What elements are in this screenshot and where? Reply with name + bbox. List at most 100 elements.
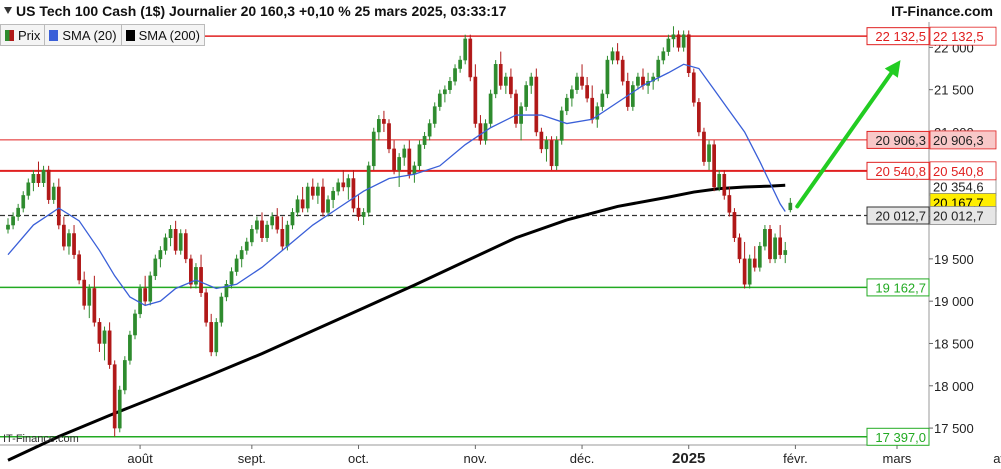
candle	[219, 292, 224, 327]
candle-body	[544, 140, 549, 150]
candle	[239, 246, 244, 268]
level-label: 20 012,7	[875, 209, 926, 224]
title-bar: US Tech 100 Cash (1$) Journalier 20 160,…	[0, 0, 1001, 22]
candle-body	[255, 220, 259, 230]
candle	[671, 26, 676, 48]
candle-body	[239, 250, 244, 260]
candle-body	[503, 76, 508, 86]
candle	[732, 208, 737, 242]
candle-body	[194, 267, 198, 285]
candle	[544, 136, 549, 162]
candle-body	[570, 89, 574, 99]
candle	[51, 182, 56, 204]
level-axis-tag-label: 20 540,8	[933, 164, 984, 179]
x-tick-label: déc.	[570, 451, 595, 466]
candle-body	[727, 195, 732, 213]
plot-area	[0, 22, 929, 445]
candle	[214, 318, 219, 357]
candle-body	[199, 267, 203, 293]
candle-body	[82, 279, 87, 306]
candle	[509, 68, 513, 99]
candle-body	[21, 195, 26, 209]
candle-body	[387, 123, 391, 150]
candle-body	[600, 93, 605, 107]
candle-body	[178, 233, 183, 251]
candle-body	[310, 186, 315, 196]
candle	[112, 360, 117, 437]
candle	[26, 178, 31, 200]
x-tick-label: févr.	[783, 451, 808, 466]
candle-body	[473, 76, 478, 124]
candle-body	[463, 38, 468, 61]
candle	[77, 250, 81, 285]
candle	[742, 241, 747, 289]
candle-body	[407, 148, 412, 175]
candle	[21, 191, 26, 213]
candle-body	[437, 93, 442, 107]
candle	[346, 174, 351, 200]
candle-body	[6, 224, 10, 230]
candle	[549, 136, 554, 171]
candle-body	[402, 148, 407, 158]
candle	[717, 170, 722, 192]
candle-body	[361, 212, 366, 217]
candle	[249, 225, 254, 247]
legend-item-price[interactable]: Prix	[1, 25, 46, 45]
candle-body	[712, 144, 716, 188]
price-tag-label: 20 354,6	[933, 180, 984, 195]
candle-body	[778, 237, 783, 255]
candle	[402, 144, 407, 166]
legend-item-sma200[interactable]: SMA (200)	[122, 25, 204, 45]
candle-body	[448, 80, 452, 90]
candle	[712, 140, 716, 192]
candle	[6, 218, 10, 234]
candle	[36, 161, 41, 187]
candle	[437, 89, 442, 111]
candle-body	[773, 237, 777, 260]
candle	[16, 203, 21, 221]
candle-body	[717, 174, 722, 188]
candle	[260, 212, 264, 242]
candle-body	[493, 64, 498, 95]
candle	[524, 81, 529, 111]
legend-item-sma20[interactable]: SMA (20)	[45, 25, 122, 45]
candle-body	[67, 233, 71, 247]
candle-body	[392, 148, 396, 171]
candle	[11, 212, 15, 230]
dropdown-triangle-icon[interactable]	[4, 7, 12, 14]
candle	[539, 127, 544, 154]
candle-body	[686, 34, 691, 74]
candle	[275, 208, 280, 234]
candle	[178, 229, 183, 255]
candle-body	[549, 140, 554, 167]
candle-body	[722, 174, 727, 196]
candle-body	[356, 207, 361, 217]
level-label: 20 540,8	[875, 164, 926, 179]
candle-body	[630, 85, 635, 107]
candle-body	[234, 258, 239, 272]
candle-body	[575, 76, 579, 90]
candle-body	[397, 157, 402, 171]
candle	[448, 76, 452, 94]
candle	[610, 47, 615, 65]
candle	[585, 76, 589, 103]
candle	[351, 170, 356, 213]
legend-label-sma20: SMA (20)	[62, 27, 117, 43]
candle	[31, 170, 36, 192]
candle-body	[737, 237, 742, 260]
y-tick-label: 19 000	[934, 294, 974, 309]
watermark: IT-Finance.com	[3, 433, 79, 445]
candle	[133, 309, 137, 340]
candle	[382, 110, 386, 132]
legend-label-price: Prix	[18, 27, 41, 43]
candle	[661, 47, 666, 65]
candle	[752, 246, 757, 272]
candle-body	[209, 322, 214, 353]
candle-body	[77, 254, 81, 281]
level-label-box	[866, 278, 930, 297]
candle	[417, 140, 422, 171]
candle	[620, 55, 625, 86]
candle	[432, 102, 437, 128]
candle-body	[453, 68, 457, 82]
candle-body	[173, 229, 178, 251]
